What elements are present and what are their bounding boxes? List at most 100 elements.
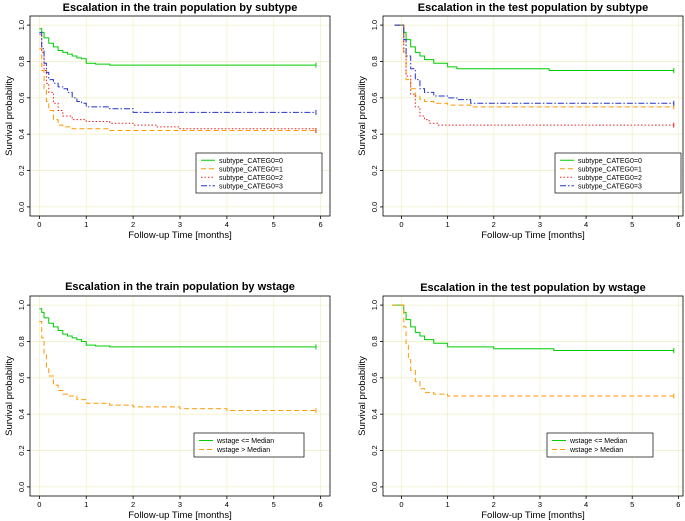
y-tick-label: 0.6: [17, 93, 26, 103]
x-tick-label: 4: [584, 220, 588, 229]
chart-title: Escalation in the train population by ws…: [65, 281, 295, 293]
y-tick-label: 0.8: [370, 56, 379, 66]
y-axis-label: Survival probability: [357, 76, 368, 156]
x-tick-label: 1: [446, 500, 450, 509]
y-tick-label: 0.6: [370, 93, 379, 103]
y-tick-label: 0.2: [17, 165, 26, 175]
series-line-1: [39, 28, 316, 66]
x-tick-label: 0: [37, 500, 41, 509]
y-tick-label: 0.0: [17, 202, 26, 212]
x-tick-label: 5: [630, 500, 634, 509]
chart-title: Escalation in the train population by su…: [63, 2, 298, 14]
legend: wstage <= Median wstage > Median: [193, 432, 305, 458]
x-tick-label: 1: [84, 500, 88, 509]
x-tick-label: 5: [272, 500, 276, 509]
y-tick-label: 0.6: [17, 373, 26, 383]
x-tick-label: 6: [319, 220, 323, 229]
x-tick-label: 2: [492, 500, 496, 509]
y-tick-label: 0.4: [370, 129, 379, 139]
y-axis-label: Survival probability: [4, 356, 15, 436]
series-line-1: [39, 308, 316, 348]
y-tick-label: 0.4: [370, 409, 379, 419]
y-tick-label: 0.4: [17, 409, 26, 419]
y-tick-label: 0.0: [370, 482, 379, 492]
x-tick-label: 4: [225, 500, 229, 509]
y-tick-label: 0.4: [17, 129, 26, 139]
x-tick-label: 6: [319, 500, 323, 509]
x-axis-label: Follow-up Time [months]: [481, 230, 584, 241]
y-axis-label: Survival probability: [357, 356, 368, 436]
legend-label: subtype_CATEG0=0: [219, 158, 283, 165]
y-axis-label: Survival probability: [4, 76, 15, 156]
series-line-3: [39, 33, 317, 131]
series-line-1: [394, 24, 674, 72]
legend-label: subtype_CATEG0=3: [578, 183, 642, 190]
legend-label: subtype_CATEG0=0: [578, 158, 642, 165]
plot-frame: [382, 15, 684, 217]
y-tick-label: 0.2: [370, 165, 379, 175]
x-tick-label: 3: [538, 220, 542, 229]
series-line-2: [39, 48, 316, 132]
x-tick-label: 3: [178, 500, 182, 509]
legend-label: wstage <= Median: [216, 438, 274, 445]
y-tick-label: 0.6: [370, 373, 379, 383]
legend-box: [193, 432, 305, 458]
y-tick-label: 0.2: [17, 445, 26, 455]
x-axis-label: Follow-up Time [months]: [128, 230, 231, 241]
y-tick-label: 1.0: [17, 300, 26, 310]
x-tick-label: 2: [492, 220, 496, 229]
series-line-1: [392, 304, 674, 352]
x-tick-label: 4: [584, 500, 588, 509]
series-line-2: [394, 24, 674, 108]
x-tick-label: 1: [446, 220, 450, 229]
x-axis-label: Follow-up Time [months]: [481, 510, 584, 521]
chart-panel-1: 0 1 2 3 4 5 6 0.0 0.2 0.4 0.6 0.8 1.0 Escalation in t…: [4, 2, 331, 241]
series-line-4: [394, 24, 674, 104]
x-axis-label: Follow-up Time [months]: [128, 510, 231, 521]
legend-box: [546, 432, 654, 458]
y-tick-label: 0.8: [370, 336, 379, 346]
series-line-4: [39, 31, 316, 113]
legend-box: [554, 152, 682, 194]
legend-label: subtype_CATEG0=1: [219, 166, 283, 173]
x-tick-label: 1: [84, 220, 88, 229]
legend-label: subtype_CATEG0=2: [578, 175, 642, 182]
chart-title: Escalation in the test population by sub…: [418, 2, 648, 14]
y-tick-label: 0.2: [370, 445, 379, 455]
legend-label: subtype_CATEG0=3: [219, 183, 283, 190]
x-tick-label: 3: [178, 220, 182, 229]
y-tick-label: 0.0: [370, 202, 379, 212]
chart-panel-4: 0 1 2 3 4 5 6 0.0 0.2 0.4 0.6 0.8 1.0 Escalation in t…: [357, 282, 684, 521]
x-tick-label: 2: [131, 500, 135, 509]
plot-frame: [382, 295, 684, 497]
y-tick-label: 1.0: [370, 20, 379, 30]
legend: wstage <= Median wstage > Median: [546, 432, 654, 458]
x-tick-label: 0: [37, 220, 41, 229]
y-tick-label: 0.8: [17, 56, 26, 66]
legend-label: wstage > Median: [216, 447, 270, 454]
chart-title: Escalation in the test population by wst…: [420, 282, 646, 294]
series-line-2: [392, 304, 674, 397]
x-tick-label: 2: [131, 220, 135, 229]
legend-box: [195, 152, 323, 194]
y-tick-label: 1.0: [17, 20, 26, 30]
x-tick-label: 4: [225, 220, 229, 229]
x-tick-label: 3: [538, 500, 542, 509]
y-tick-label: 1.0: [370, 300, 379, 310]
x-tick-label: 6: [676, 500, 680, 509]
x-tick-label: 6: [676, 220, 680, 229]
x-tick-label: 5: [630, 220, 634, 229]
x-tick-label: 0: [399, 220, 403, 229]
chart-panel-2: 0 1 2 3 4 5 6 0.0 0.2 0.4 0.6 0.8 1.0 Escalation in t…: [357, 2, 684, 241]
series-line-2: [39, 320, 316, 412]
x-tick-label: 5: [272, 220, 276, 229]
chart-panel-3: 0 1 2 3 4 5 6 0.0 0.2 0.4 0.6 0.8 1.0 Escalation in t…: [4, 281, 331, 521]
legend-label: subtype_CATEG0=1: [578, 166, 642, 173]
legend-label: subtype_CATEG0=2: [219, 175, 283, 182]
x-tick-label: 0: [399, 500, 403, 509]
y-tick-label: 0.0: [17, 482, 26, 492]
legend-label: wstage > Median: [569, 447, 623, 454]
